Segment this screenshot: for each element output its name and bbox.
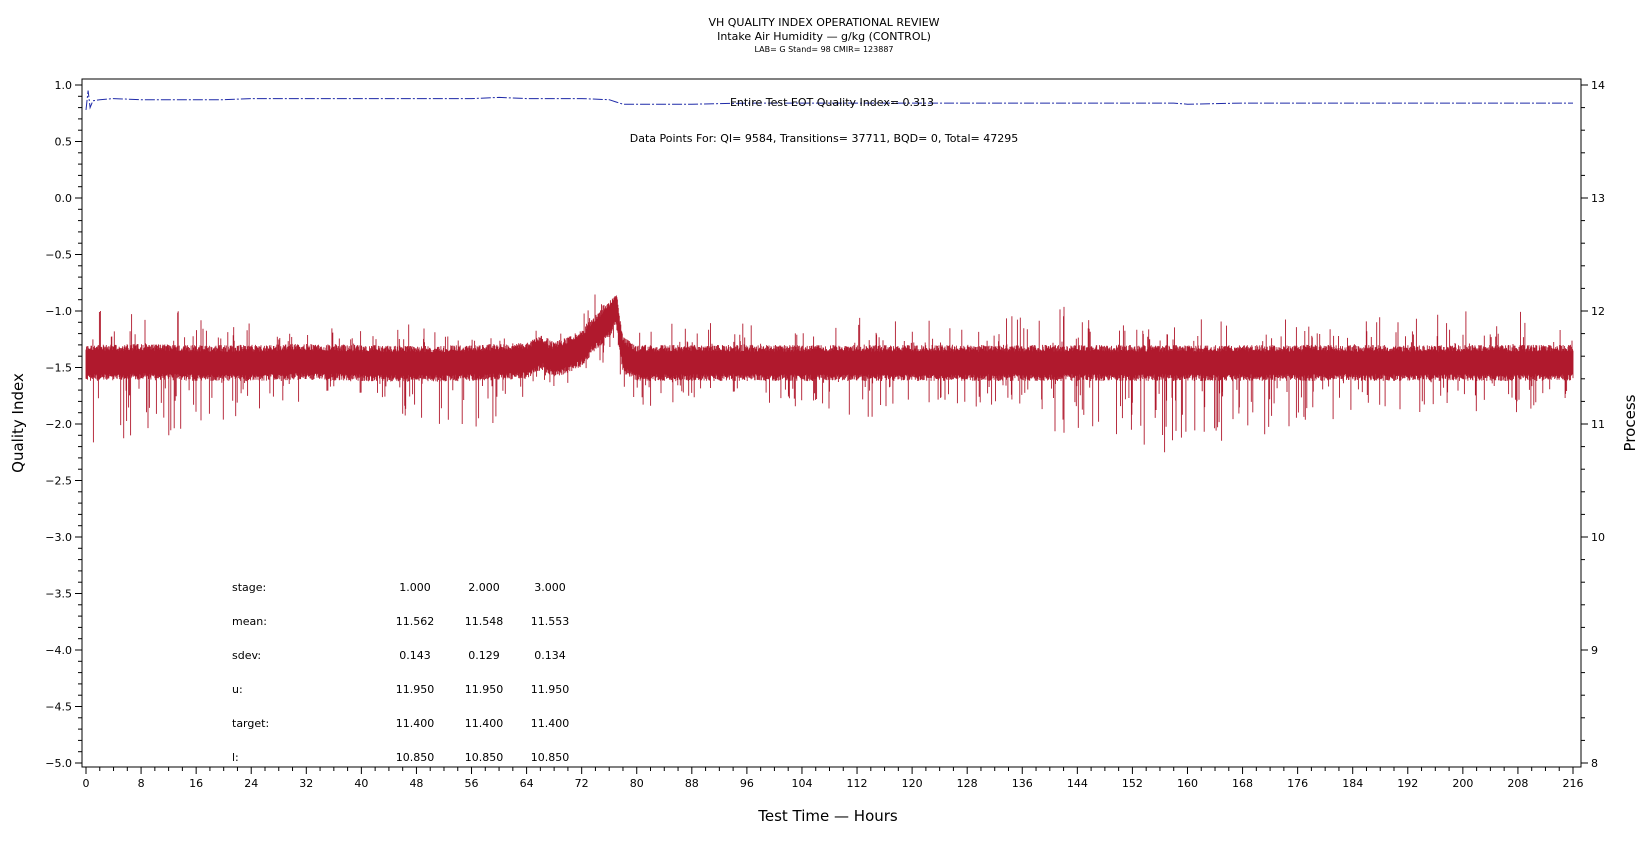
stats-cell: 11.562 xyxy=(396,615,435,628)
x-tick-label: 208 xyxy=(1507,777,1528,790)
stats-cell: 11.553 xyxy=(531,615,570,628)
y-tick-label: −3.5 xyxy=(45,588,72,601)
x-tick-label: 136 xyxy=(1012,777,1033,790)
x-axis-ticks: 0 8 16 24 32 40 48 56 64 72 80 88 96 104 112 120 128 136 1… xyxy=(83,767,1584,790)
y-tick-label: −1.0 xyxy=(45,305,72,318)
stats-cell: 0.129 xyxy=(468,649,500,662)
stats-cell: 10.850 xyxy=(465,751,504,764)
stats-cell: 11.400 xyxy=(531,717,570,730)
chart-subtitle: Intake Air Humidity — g/kg (CONTROL) xyxy=(717,30,931,43)
chart-title: VH QUALITY INDEX OPERATIONAL REVIEW xyxy=(708,16,939,29)
stats-cell: 3.000 xyxy=(534,581,566,594)
y-tick-label: −4.5 xyxy=(45,701,72,714)
stats-cell: 0.134 xyxy=(534,649,566,662)
x-tick-label: 112 xyxy=(847,777,868,790)
y-tick-label: −2.0 xyxy=(45,418,72,431)
y-tick-label: −2.5 xyxy=(45,475,72,488)
y-tick-label: −5.0 xyxy=(45,757,72,770)
lab-line: LAB= G Stand= 98 CMIR= 123887 xyxy=(754,45,893,54)
stats-cell: 11.400 xyxy=(465,717,504,730)
stats-row-label: u: xyxy=(232,683,243,696)
x-tick-label: 80 xyxy=(630,777,644,790)
x-tick-label: 32 xyxy=(299,777,313,790)
stats-row-label: mean: xyxy=(232,615,267,628)
stats-cell: 11.548 xyxy=(465,615,504,628)
stats-row-label: sdev: xyxy=(232,649,261,662)
y2-axis-title: Process xyxy=(1621,394,1639,451)
y-axis-title: Quality Index xyxy=(9,373,27,473)
x-tick-label: 200 xyxy=(1452,777,1473,790)
y2-tick-label: 8 xyxy=(1591,757,1598,770)
x-tick-label: 0 xyxy=(83,777,90,790)
y2-tick-label: 11 xyxy=(1591,418,1605,431)
y2-tick-label: 13 xyxy=(1591,192,1605,205)
stats-cell: 11.950 xyxy=(465,683,504,696)
y-tick-label: 0.0 xyxy=(55,192,73,205)
x-tick-label: 88 xyxy=(685,777,699,790)
x-tick-label: 192 xyxy=(1397,777,1418,790)
process-series-line xyxy=(85,294,1574,453)
y2-tick-label: 12 xyxy=(1591,305,1605,318)
stats-cell: 11.950 xyxy=(531,683,570,696)
points-annotation: Data Points For: QI= 9584, Transitions= … xyxy=(630,132,1019,145)
x-tick-label: 96 xyxy=(740,777,754,790)
stats-table: stage: 1.000 2.000 3.000 mean: 11.562 11.548 11… xyxy=(232,581,569,764)
x-tick-label: 16 xyxy=(189,777,203,790)
series-group xyxy=(85,90,1574,453)
x-tick-label: 48 xyxy=(409,777,423,790)
x-tick-label: 152 xyxy=(1122,777,1143,790)
y-tick-label: 0.5 xyxy=(55,136,73,149)
stats-cell: 1.000 xyxy=(399,581,431,594)
y-tick-label: −0.5 xyxy=(45,249,72,262)
stats-cell: 2.000 xyxy=(468,581,500,594)
x-tick-label: 160 xyxy=(1177,777,1198,790)
stats-cell: 10.850 xyxy=(396,751,435,764)
qi-annotation: Entire Test EOT Quality Index= 0.313 xyxy=(730,96,934,109)
y2-tick-label: 10 xyxy=(1591,531,1605,544)
plot-frame xyxy=(81,78,1582,768)
quality-index-series-line xyxy=(85,90,1573,110)
x-tick-label: 64 xyxy=(520,777,534,790)
y2-tick-label: 14 xyxy=(1591,79,1605,92)
x-tick-label: 40 xyxy=(354,777,368,790)
x-tick-label: 216 xyxy=(1563,777,1584,790)
x-tick-label: 176 xyxy=(1287,777,1308,790)
x-tick-label: 24 xyxy=(244,777,258,790)
x-tick-label: 8 xyxy=(138,777,145,790)
y-axis-ticks: 1.0 0.5 0.0 −0.5 −1.0 −1.5 −2.0 −2.5 −3.0 −3.5 −4.… xyxy=(45,79,82,770)
x-tick-label: 128 xyxy=(957,777,978,790)
x-axis-title: Test Time — Hours xyxy=(757,807,898,825)
x-tick-label: 144 xyxy=(1067,777,1088,790)
stats-cell: 0.143 xyxy=(399,649,431,662)
y-tick-label: −3.0 xyxy=(45,531,72,544)
stats-cell: 10.850 xyxy=(531,751,570,764)
x-tick-label: 104 xyxy=(791,777,812,790)
stats-row-label: stage: xyxy=(232,581,266,594)
stats-cell: 11.400 xyxy=(396,717,435,730)
stats-row-label: target: xyxy=(232,717,269,730)
y-tick-label: 1.0 xyxy=(55,79,73,92)
y2-tick-label: 9 xyxy=(1591,644,1598,657)
stats-row-label: l: xyxy=(232,751,239,764)
y2-axis-ticks: 14 13 12 11 10 9 8 xyxy=(1581,79,1605,770)
y-tick-label: −1.5 xyxy=(45,362,72,375)
x-tick-label: 120 xyxy=(902,777,923,790)
x-tick-label: 168 xyxy=(1232,777,1253,790)
x-tick-label: 56 xyxy=(465,777,479,790)
x-tick-label: 72 xyxy=(575,777,589,790)
stats-cell: 11.950 xyxy=(396,683,435,696)
y-tick-label: −4.0 xyxy=(45,644,72,657)
x-tick-label: 184 xyxy=(1342,777,1363,790)
